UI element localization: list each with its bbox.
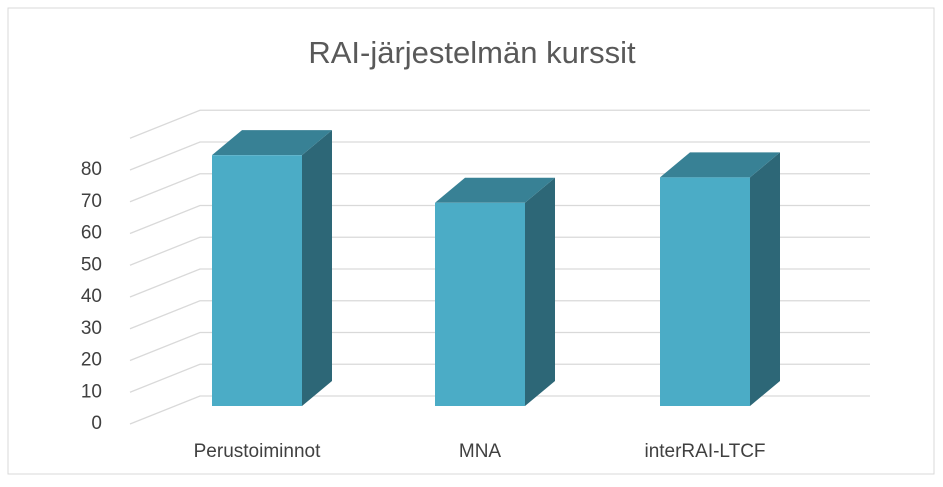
bar-side — [750, 152, 780, 406]
x-tick-label: MNA — [459, 441, 502, 462]
bar — [435, 202, 525, 406]
grid-line — [129, 204, 870, 235]
y-tick-label: 50 — [81, 254, 102, 275]
y-tick-label: 80 — [81, 159, 102, 180]
bar — [212, 155, 302, 406]
bar-top — [435, 177, 555, 203]
grid-line — [129, 300, 870, 330]
chart-title: RAI-järjestelmän kurssit — [308, 35, 636, 70]
y-tick-label: 20 — [81, 350, 102, 371]
grid-line — [129, 173, 870, 203]
grid-line — [129, 331, 870, 362]
y-tick-label: 10 — [81, 381, 102, 402]
bar-side — [525, 177, 555, 406]
x-tick-label: Perustoiminnot — [194, 441, 321, 462]
grid-line — [129, 109, 870, 139]
y-tick-label: 30 — [81, 318, 102, 339]
x-tick-label: interRAI-LTCF — [644, 441, 765, 462]
grid-line — [129, 395, 870, 425]
bar-side — [302, 130, 332, 407]
bar — [660, 177, 750, 406]
y-tick-label: 60 — [81, 223, 102, 244]
grid-line — [129, 236, 870, 266]
bar-top — [212, 130, 332, 156]
y-tick-label: 0 — [91, 413, 102, 434]
y-tick-label: 40 — [81, 286, 102, 307]
bar-top — [660, 152, 780, 178]
grid-line — [129, 268, 870, 298]
grid-line — [129, 141, 870, 171]
y-tick-label: 70 — [81, 191, 102, 212]
grid-line — [129, 363, 870, 393]
